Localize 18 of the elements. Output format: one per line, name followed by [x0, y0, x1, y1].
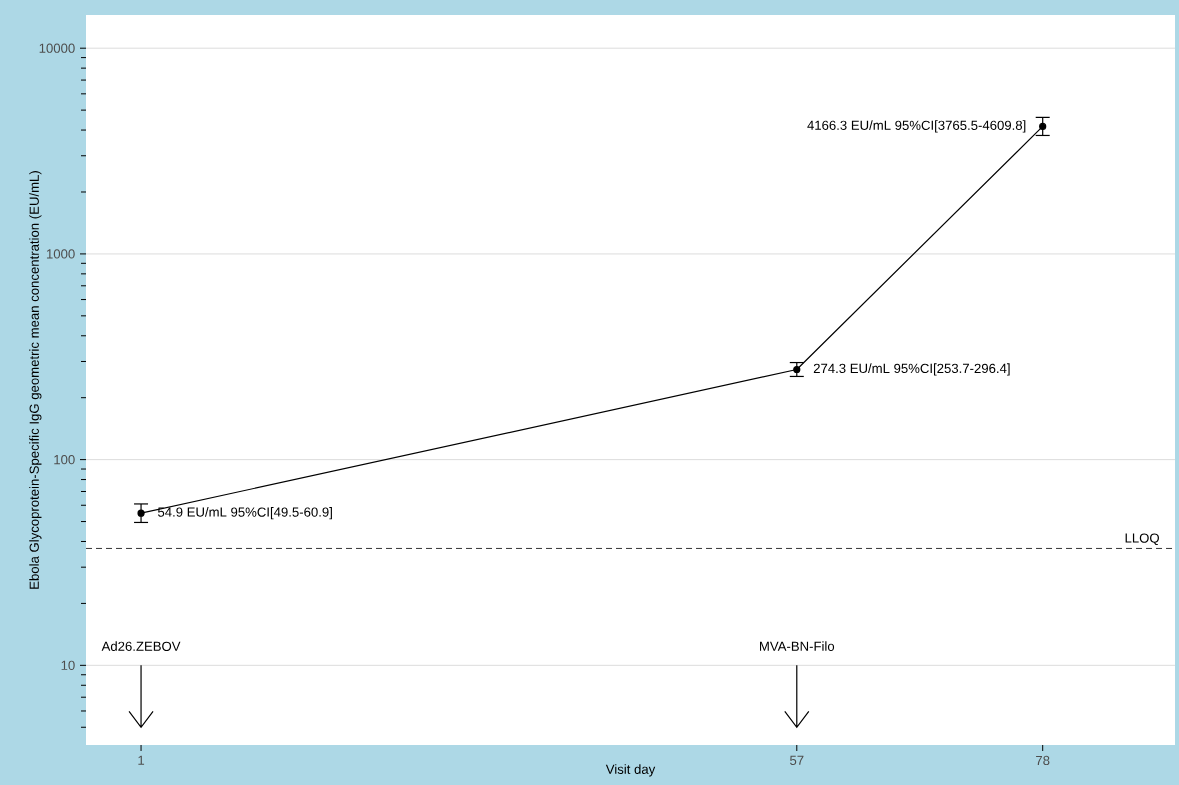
- point: [793, 365, 801, 374]
- data-label: 54.9 EU/mL 95%CI[49.5-60.9]: [157, 507, 332, 520]
- x-axis-title: Visit day: [605, 764, 656, 777]
- x-tick-label: 78: [1036, 755, 1050, 766]
- y-axis-title: Ebola Glycoprotein-Specific IgG geometric mean concentration (EU/mL): [29, 171, 42, 589]
- y-tick-label: 10: [61, 660, 75, 670]
- x-tick-label: 57: [790, 755, 804, 765]
- point: [137, 509, 145, 517]
- data-label: 4166.3 EU/mL 95%CI[3765.5-4609.8]: [807, 120, 1026, 133]
- ref-line-label: LLOQ: [1125, 533, 1159, 546]
- x-tick-label: 1: [138, 755, 145, 765]
- point: [1039, 122, 1047, 131]
- data-label: 274.3 EU/mL 95%CI[253.7-296.4]: [813, 363, 1010, 376]
- annotation: MVA-BN-Filo: [760, 641, 835, 651]
- y-tick-label: 100: [54, 454, 75, 465]
- y-tick-label: 1000: [46, 249, 75, 259]
- annotation: Ad26.ZEBOV: [101, 641, 181, 651]
- y-tick-label: 10000: [39, 43, 75, 53]
